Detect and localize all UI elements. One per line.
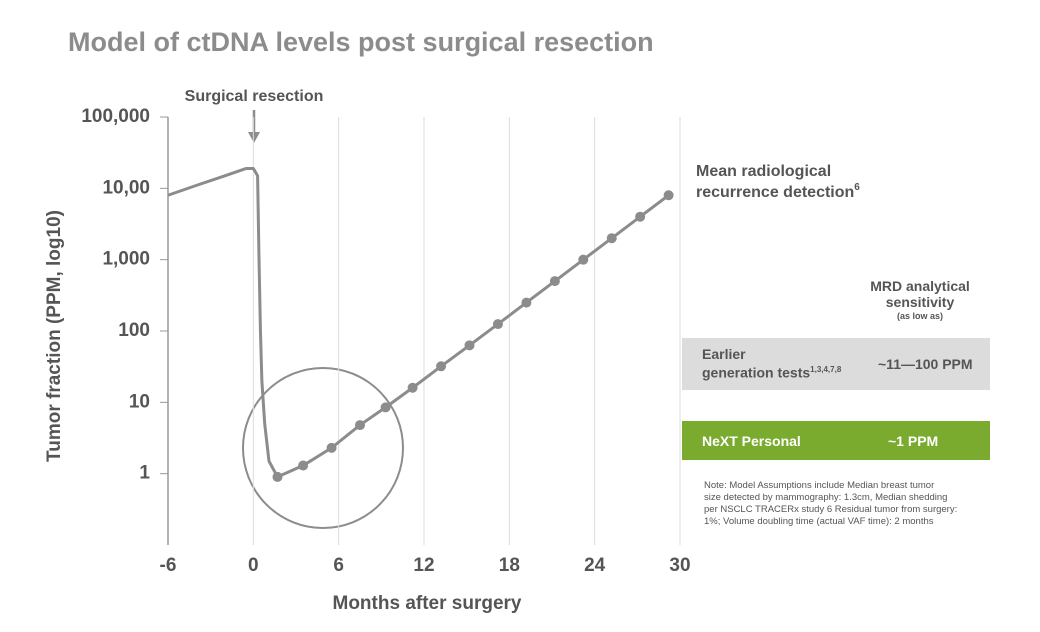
row-name: Earlier generation tests1,3,4,7,8 <box>682 347 878 381</box>
y-tick-label: 10 <box>129 391 150 412</box>
row-value: ~1 PPM <box>888 432 939 449</box>
x-tick-label: 12 <box>413 555 434 576</box>
note-line: 1%; Volume doubling time (actual VAF tim… <box>704 516 934 527</box>
point <box>407 382 418 393</box>
y-axis-label: Tumor fraction (PPM, log10) <box>44 210 65 462</box>
point <box>436 361 447 372</box>
point <box>298 460 309 471</box>
note-line: Note: Model Assumptions include Median b… <box>704 480 935 491</box>
row-name-text: generation tests <box>702 364 811 381</box>
x-tick-label: 30 <box>669 555 690 576</box>
x-tick-label: 0 <box>248 555 259 576</box>
superscript: 1,3,4,7,8 <box>810 365 842 375</box>
point <box>355 420 365 431</box>
annotation-text: recurrence detection <box>696 184 854 201</box>
panel-heading: MRD analytical sensitivity (as low as) <box>860 278 980 322</box>
y-tick-label: 100,000 <box>81 106 150 127</box>
chart-title: Model of ctDNA levels post surgical rese… <box>68 27 654 57</box>
highlight-circle <box>242 367 404 529</box>
point <box>272 471 283 482</box>
point <box>663 190 674 201</box>
x-tick-label: 18 <box>499 555 520 576</box>
point <box>578 254 589 265</box>
plot: -6 0 6 12 18 24 30 100,000 10,00 1,000 100 10 1 <box>81 106 690 576</box>
point <box>549 276 560 287</box>
y-tick-label: 10,00 <box>102 177 150 198</box>
row-name-line: Earlier <box>702 346 746 363</box>
row-next: NeXT Personal ~1 PPM <box>682 421 990 460</box>
x-axis-label: Months after surgery <box>333 593 522 614</box>
heading-line: sensitivity <box>885 294 955 310</box>
note-line: per NSCLC TRACERx study 6 Residual tumor… <box>704 504 958 515</box>
heading-note: (as low as) <box>896 311 943 321</box>
y-tick-label: 1 <box>139 463 150 484</box>
row-name: NeXT Personal <box>702 432 801 449</box>
annotation: Mean radiological <box>696 163 831 180</box>
x-tick-label: 24 <box>584 555 606 576</box>
y-tick-label: 1,000 <box>102 249 150 270</box>
note: Note: Model Assumptions include Median b… <box>704 480 957 528</box>
arrow-head <box>248 132 260 143</box>
note-line: size detected by mammography: 1.3cm, Med… <box>704 492 948 503</box>
row-earlier: Earlier generation tests1,3,4,7,8 ~11—10… <box>682 338 990 390</box>
superscript: 6 <box>854 182 860 193</box>
point <box>326 442 337 453</box>
row-name-line: generation tests1,3,4,7,8 <box>702 362 878 381</box>
point <box>492 319 503 330</box>
y-tick-label: 100 <box>118 320 150 341</box>
heading-line: MRD analytical <box>870 278 970 294</box>
point <box>521 297 532 308</box>
point <box>635 211 646 222</box>
point <box>606 233 617 244</box>
annotation: recurrence detection6 <box>696 182 860 202</box>
row-value: ~11—100 PPM <box>878 356 973 372</box>
x-tick-label: 6 <box>333 555 344 576</box>
series-line <box>167 166 279 478</box>
annotation: Surgical resection <box>185 88 324 105</box>
point <box>380 402 391 413</box>
point <box>464 340 475 351</box>
x-tick-label: -6 <box>160 555 177 576</box>
